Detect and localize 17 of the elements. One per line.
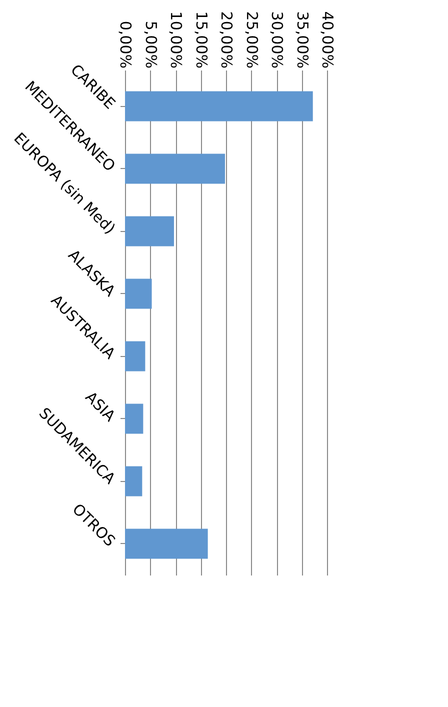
x-tick-label: 5,00%: [142, 20, 160, 68]
x-tick-label: 20,00%: [218, 11, 236, 68]
x-tick-label: 10,00%: [167, 11, 185, 68]
x-tick-label: 15,00%: [192, 11, 210, 68]
bar: [125, 466, 142, 496]
bar: [125, 341, 146, 372]
bar: [125, 216, 174, 246]
bar: [125, 404, 144, 434]
bar: [125, 528, 208, 559]
x-tick-label: 35,00%: [293, 11, 312, 68]
bar: [125, 154, 225, 184]
x-tick-label: 30,00%: [268, 11, 286, 68]
bar: [125, 91, 313, 122]
x-tick-label: 0,00%: [116, 20, 134, 68]
x-tick-label: 25,00%: [242, 11, 261, 68]
x-tick-label: 40,00%: [318, 11, 336, 68]
bar: [125, 278, 152, 309]
